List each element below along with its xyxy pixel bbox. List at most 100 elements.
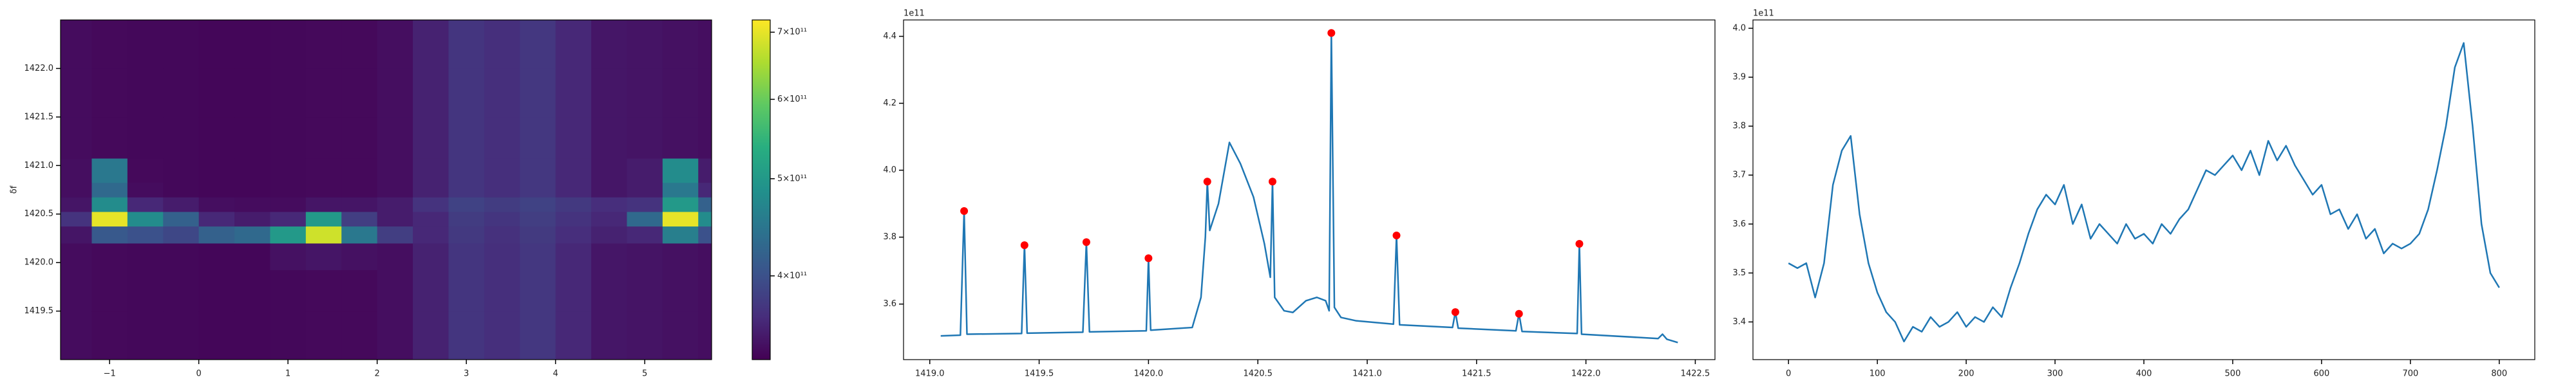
heatmap-cell (163, 226, 200, 244)
heatmap-cell (341, 158, 378, 183)
heatmap-cell (520, 158, 556, 183)
peak-marker (1144, 254, 1153, 262)
heatmap-cell (234, 311, 270, 360)
heatmap-cell (305, 182, 342, 198)
heatmap-cell (698, 211, 712, 227)
heatmap-cell (591, 211, 627, 227)
heatmap-cell (198, 116, 235, 159)
y-tick-label: 4.0 (883, 165, 896, 175)
heatmap-cell (520, 68, 556, 118)
heatmap-cell (413, 311, 449, 360)
heatmap-cell (627, 20, 663, 69)
heatmap-cell (520, 182, 556, 198)
heatmap-cell (555, 182, 592, 198)
heatmap-cell (305, 197, 342, 212)
heatmap-cell (413, 226, 449, 244)
heatmap-cell (341, 211, 378, 227)
heatmap-cell (127, 20, 164, 69)
heatmap-cell (698, 197, 712, 212)
heatmap-cell (270, 182, 307, 198)
x-tick-label: 100 (1870, 369, 1886, 379)
heatmap-cell (448, 226, 485, 244)
heatmap-cell (555, 243, 592, 270)
heatmap-cell (448, 197, 485, 212)
heatmap-cell (448, 182, 485, 198)
heatmap-cell (198, 270, 235, 312)
heatmap-cell (627, 270, 663, 312)
heatmap-cell (61, 226, 92, 244)
peak-marker (1451, 308, 1459, 317)
heatmap-cell (127, 211, 164, 227)
peak-marker (960, 207, 969, 216)
x-tick-label: 1422.5 (1681, 369, 1710, 379)
axes: 1419.0 1419.5 1420.0 1420.5 1421.0 1421.5 1422… (883, 9, 1716, 379)
heatmap-cell (627, 68, 663, 118)
heatmap-cell (91, 68, 128, 118)
heatmap-cell (377, 311, 413, 360)
heatmap-cell (127, 226, 164, 244)
x-tick-label: 4 (553, 369, 558, 379)
heatmap-cell (163, 158, 200, 183)
heatmap-cell (91, 311, 128, 360)
heatmap-cell (484, 20, 520, 69)
heatmap-cell (591, 243, 627, 270)
plot-area (940, 29, 1678, 344)
heatmap-cell (662, 68, 699, 118)
heatmap-cell (305, 20, 342, 69)
axes: −1 0 1 2 3 4 5 1419.5 1420.0 1420.5 1421.0 1421.5 14… (10, 19, 712, 379)
heatmap-cell (61, 20, 92, 69)
heatmap-cell (61, 197, 92, 212)
heatmap-cell (662, 270, 699, 312)
y-tick-label: 1419.5 (24, 306, 54, 316)
y-tick-label: 4.4 (883, 32, 896, 41)
heatmap-cell (591, 197, 627, 212)
x-tick-label: 1 (285, 369, 290, 379)
heatmap-cell (377, 270, 413, 312)
x-tick-label: 1419.5 (1025, 369, 1054, 379)
heatmap-cell (305, 226, 342, 244)
x-tick-label: 500 (2225, 369, 2241, 379)
heatmap-cell (341, 270, 378, 312)
heatmap-cell (91, 270, 128, 312)
heatmap-cell (520, 197, 556, 212)
x-tick-label: 300 (2047, 369, 2063, 379)
heatmap-cell (555, 211, 592, 227)
y-tick-label: 3.6 (883, 299, 896, 309)
heatmap-cell (61, 243, 92, 270)
heatmap-cell (341, 311, 378, 360)
heatmap-cell (698, 182, 712, 198)
heatmap-cell (341, 226, 378, 244)
heatmap-cell (377, 243, 413, 270)
colorbar-tick-label: 7×10¹¹ (777, 28, 807, 37)
y-tick-label: 3.7 (1732, 170, 1746, 180)
heatmap-cell (627, 226, 663, 244)
heatmap-cell (698, 226, 712, 244)
heatmap-cell (127, 243, 164, 270)
heatmap-cell (341, 182, 378, 198)
heatmap-cell (662, 243, 699, 270)
heatmap-cell (555, 158, 592, 183)
plot-area (1788, 42, 2500, 343)
x-tick-label: 5 (642, 369, 647, 379)
heatmap-cell (305, 243, 342, 270)
y-tick-label: 3.5 (1732, 268, 1746, 278)
peak-marker (1082, 238, 1090, 246)
heatmap-cell (520, 226, 556, 244)
peak-marker (1515, 309, 1523, 318)
heatmap-cell (627, 116, 663, 159)
heatmap-cell (662, 158, 699, 183)
heatmap-cell (484, 158, 520, 183)
heatmap-cell (662, 311, 699, 360)
axes-frame (60, 19, 712, 360)
heatmap-cell (198, 226, 235, 244)
y-tick-label: 3.8 (883, 232, 896, 242)
heatmap-cell (448, 211, 485, 227)
heatmap-cell (234, 226, 270, 244)
y-tick-label: 1421.5 (24, 112, 54, 122)
colorbar-tick-label: 5×10¹¹ (777, 174, 807, 183)
heatmap-cell (377, 211, 413, 227)
heatmap-cell (61, 116, 92, 159)
heatmap-cell (413, 270, 449, 312)
heatmap-cell (591, 182, 627, 198)
heatmap-cell (413, 116, 449, 159)
